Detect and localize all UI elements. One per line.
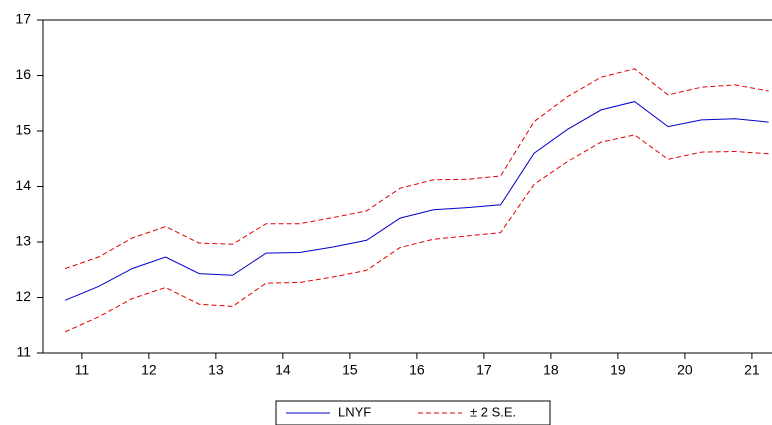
y-tick-label: 14 <box>15 177 31 193</box>
x-tick-label: 14 <box>275 362 291 378</box>
x-tick-label: 21 <box>744 362 760 378</box>
series-line <box>64 68 769 270</box>
y-tick-label: 12 <box>15 288 31 304</box>
x-tick-label: 16 <box>409 362 425 378</box>
x-tick-label: 18 <box>543 362 559 378</box>
x-tick-label: 19 <box>610 362 626 378</box>
x-tick-label: 17 <box>476 362 492 378</box>
x-tick-label: 15 <box>342 362 358 378</box>
x-tick-label: 12 <box>141 362 157 378</box>
legend-label: LNYF <box>338 404 371 419</box>
y-tick-label: 13 <box>15 233 31 249</box>
series-line <box>64 134 769 333</box>
y-tick-label: 15 <box>15 122 31 138</box>
x-tick-label: 13 <box>208 362 224 378</box>
y-tick-label: 11 <box>16 344 31 360</box>
y-tick-label: 17 <box>15 11 31 27</box>
x-tick-label: 11 <box>75 362 90 378</box>
legend: LNYF ± 2 S.E. <box>275 400 551 425</box>
legend-label: ± 2 S.E. <box>470 404 516 419</box>
y-tick-label: 16 <box>15 66 31 82</box>
series-line <box>64 101 769 301</box>
x-tick-label: 20 <box>677 362 693 378</box>
